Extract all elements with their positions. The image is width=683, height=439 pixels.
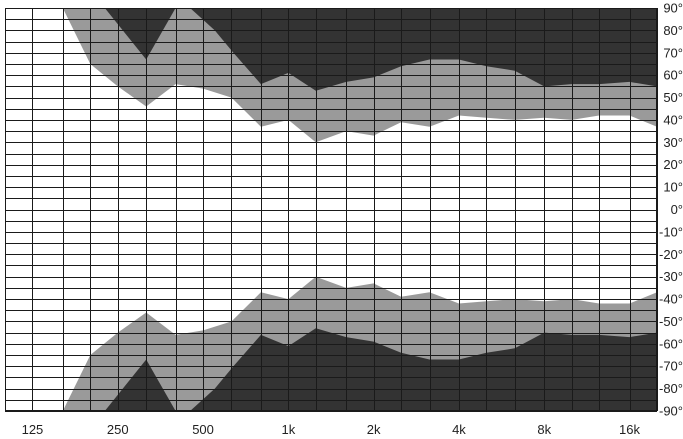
y-tick-label: 10° [663, 180, 683, 195]
dark-band-lower [190, 328, 657, 411]
x-tick-label: 125 [22, 422, 44, 437]
y-tick-label: -80° [659, 381, 683, 396]
y-tick-label: 20° [663, 157, 683, 172]
y-tick-label: 30° [663, 135, 683, 150]
y-tick-label: -90° [659, 404, 683, 419]
y-tick-label: -50° [659, 314, 683, 329]
y-tick-label: 80° [663, 23, 683, 38]
y-tick-label: -70° [659, 359, 683, 374]
x-tick-label: 250 [107, 422, 129, 437]
y-tick-label: -40° [659, 292, 683, 307]
y-tick-label: -10° [659, 224, 683, 239]
y-tick-label: -20° [659, 247, 683, 262]
y-tick-labels: 90° 80° 70° 60° 50° 40° 30° 20° 10° 0° -10° -20° -30… [659, 1, 683, 419]
x-tick-label: 1k [281, 422, 295, 437]
plot-frame [5, 8, 657, 411]
x-tick-label: 4k [452, 422, 466, 437]
y-tick-label: -30° [659, 269, 683, 284]
y-tick-label: -60° [659, 336, 683, 351]
x-tick-label: 8k [537, 422, 551, 437]
grid-lines [5, 8, 658, 412]
x-tick-label: 16k [619, 422, 640, 437]
dark-band-upper [190, 8, 657, 91]
x-tick-labels: 125 250 500 1k 2k 4k 8k 16k [22, 422, 641, 437]
y-tick-label: 0° [671, 202, 683, 217]
dark-lobe-lower [104, 359, 176, 411]
dark-lobe-upper [104, 8, 176, 60]
y-tick-label: 40° [663, 112, 683, 127]
y-tick-label: 50° [663, 90, 683, 105]
y-tick-label: 60° [663, 68, 683, 83]
x-tick-label: 500 [192, 422, 214, 437]
y-tick-label: 70° [663, 45, 683, 60]
y-tick-label: 90° [663, 1, 683, 16]
x-tick-label: 2k [367, 422, 381, 437]
